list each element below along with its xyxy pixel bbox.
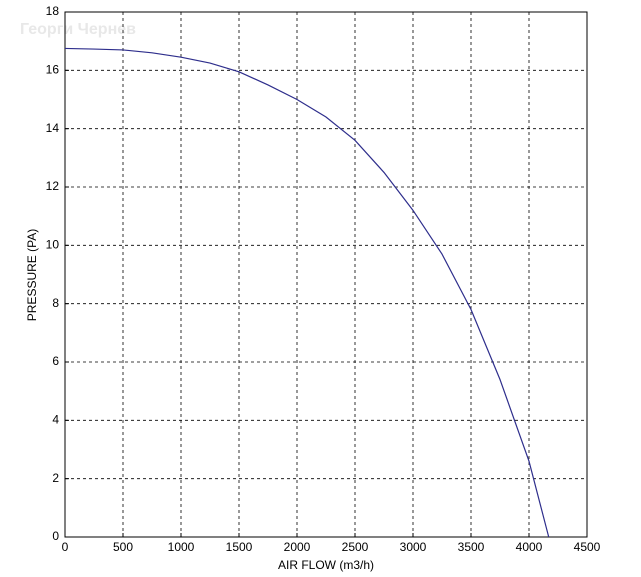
x-tick-label: 3500 xyxy=(458,540,485,554)
x-tick-label: 3000 xyxy=(400,540,427,554)
y-tick-label: 6 xyxy=(52,354,59,368)
x-tick-label: 4500 xyxy=(574,540,601,554)
y-tick-label: 16 xyxy=(46,63,60,77)
watermark: Георги Чернев xyxy=(20,21,136,38)
x-axis-label: AIR FLOW (m3/h) xyxy=(278,558,374,572)
y-tick-label: 18 xyxy=(46,4,60,18)
y-tick-label: 12 xyxy=(46,179,60,193)
y-tick-label: 14 xyxy=(46,121,60,135)
data-line xyxy=(64,47,550,538)
x-tick-label: 1500 xyxy=(226,540,253,554)
y-tick-label: 0 xyxy=(52,529,59,543)
x-tick-label: 0 xyxy=(62,540,69,554)
x-tick-label: 500 xyxy=(113,540,133,554)
x-tick-label: 1000 xyxy=(168,540,195,554)
y-tick-label: 4 xyxy=(52,413,59,427)
y-tick-label: 10 xyxy=(46,238,60,252)
y-tick-label: 2 xyxy=(52,471,59,485)
plot-frame xyxy=(64,11,588,538)
x-tick-label: 2500 xyxy=(342,540,369,554)
y-axis-label: PRESSURE (PA) xyxy=(25,229,39,321)
x-tick-label: 2000 xyxy=(284,540,311,554)
x-tick-label: 4000 xyxy=(516,540,543,554)
y-tick-label: 8 xyxy=(52,296,59,310)
